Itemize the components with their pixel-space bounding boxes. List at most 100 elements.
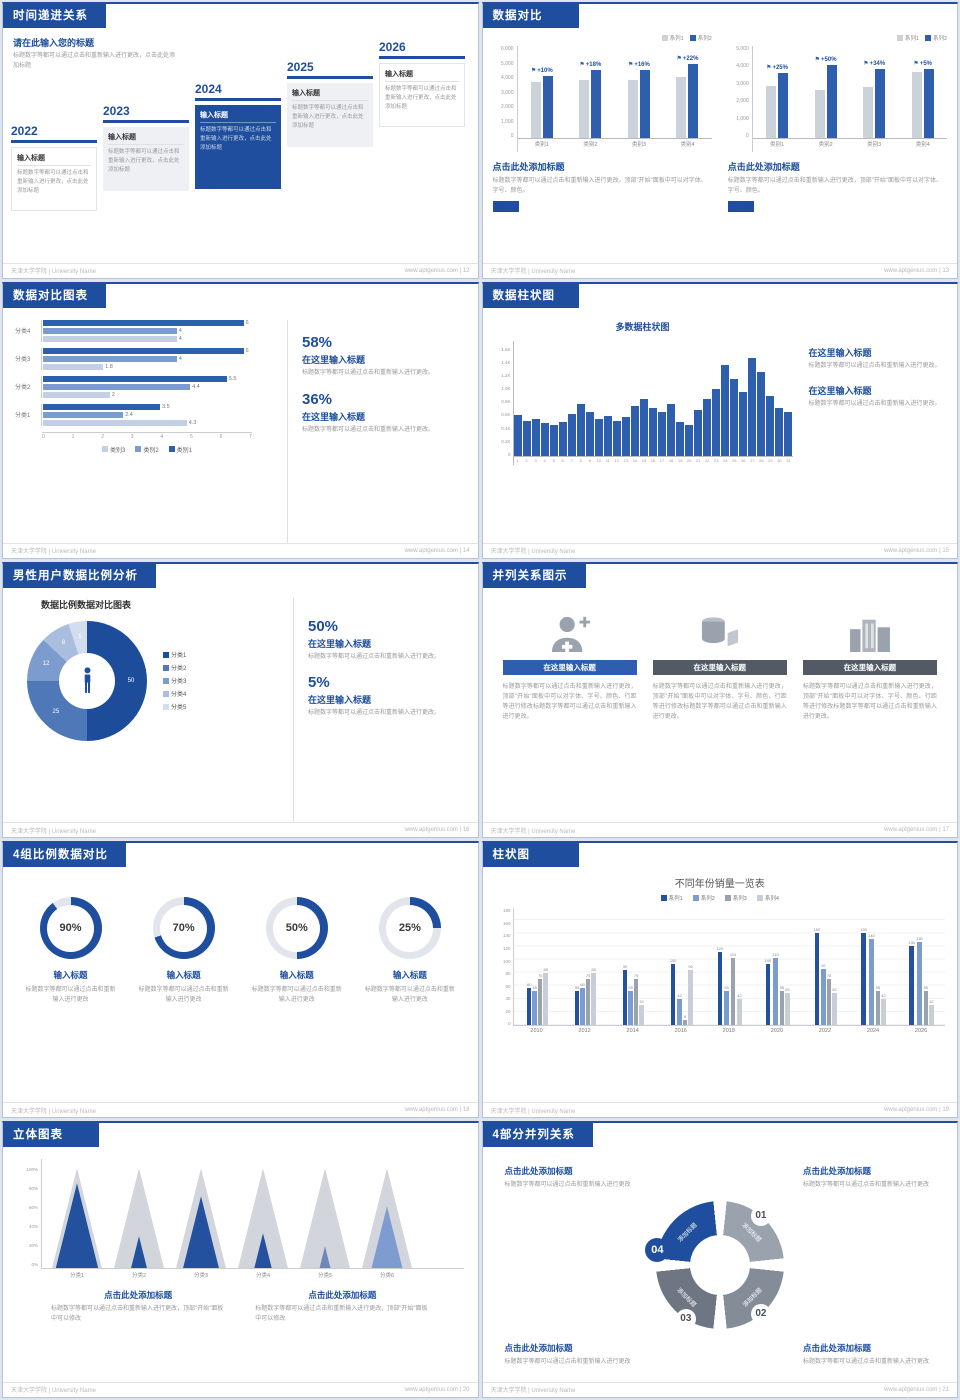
- comparison-chart-left: 系列1 系列2 6,000 5,000 4,000 3,000 2,000 1,000 0 ⚑…: [492, 34, 713, 263]
- bar-pair: [676, 64, 699, 139]
- ring-stat: 25% 输入标题 标题数字等都可以通过点击和重新输入进行更改: [358, 897, 461, 1102]
- legend-label: 分类5: [171, 705, 187, 712]
- bar-column: 24: [721, 364, 730, 465]
- y-tick-label: 0: [745, 132, 749, 139]
- slide-16[interactable]: 男性用户数据比例分析 数据比例数据对比图表: [2, 561, 479, 839]
- bar: [630, 405, 639, 457]
- bar-value-label: 4: [178, 335, 182, 342]
- cone: [362, 1168, 412, 1269]
- slide-21[interactable]: 4部分并列关系 添加标题 添加标题 添加标题 添加标题 01 02 03 04 点击此处添加标…: [481, 1121, 958, 1398]
- bar: [622, 970, 628, 1026]
- text-block: 点击此处添加标题 标题数字等都可以通过点击和重新输入进行更改: [505, 1342, 637, 1368]
- bar-value-label: 4: [178, 327, 182, 334]
- slide-title: 4部分并列关系: [482, 1123, 593, 1148]
- slide-15[interactable]: 数据柱状图 多数据柱状图 1.6K 1.4K 1.2K 1.0K 0.8K 0.6K 0.4…: [481, 281, 958, 559]
- chart-title: 多数据柱状图: [615, 321, 670, 332]
- footer-university: 天津大学学院 | University Name: [490, 1388, 576, 1395]
- bar: [923, 991, 929, 1026]
- flag-icon: ⚑: [627, 62, 634, 68]
- x-tick-label: 分类2: [131, 1273, 147, 1280]
- legend-swatch: [163, 651, 169, 658]
- text-panel: 点击此处添加标题 标题数字等都可以通过点击和重新输入进行更改，顶部"开始"面板中…: [17, 1279, 464, 1325]
- x-tick-label: 22: [704, 457, 710, 463]
- timeline-item: 2023 输入标题 标题数字等都可以通过点击和重新输入进行更改，点击此处添加标题: [103, 104, 189, 191]
- x-tick-label: 24: [723, 457, 728, 463]
- footer-page: www.aptgenius.com | 13: [884, 267, 949, 274]
- block-desc: 标题数字等都可以通过点击和重新输入进行更改。: [308, 710, 441, 717]
- bar-column: 4: [540, 422, 549, 465]
- s19-plot: 60 55 75 85 55 60 75 85 90 55 75 32 100 42 8 90 120 55 110…: [512, 908, 945, 1027]
- timeline-box-desc: 标题数字等都可以通过点击和重新输入进行更改，点击此处添加标题: [108, 149, 180, 173]
- slide-18[interactable]: 4组比例数据对比 90% 输入标题 标题数字等都可以通过点击和重新输入进行更改 …: [2, 841, 479, 1119]
- bar: [621, 416, 630, 457]
- slide-17[interactable]: 并列关系图示 在这里输入标题 标题数字等都可以通过点击和重新输入进行更改，顶部"…: [481, 561, 958, 839]
- slide-14[interactable]: 数据对比图表 分类4 6 4 4 分类3 6 4 1.8 分类2 5.5 4.4 2 分类1 3.5 2.4…: [2, 281, 479, 559]
- slice-label: 8: [61, 640, 66, 647]
- bar-value-label: 52: [832, 987, 837, 993]
- percent-value: 36%: [302, 390, 333, 408]
- bar-column: 55: [724, 985, 729, 1026]
- legend-swatch: [660, 895, 667, 902]
- block-desc: 标题数字等都可以通过点击和重新输入进行更改，顶部"开始"面板中可以对字体、字号、…: [492, 178, 707, 194]
- x-tick-label: 27: [750, 457, 755, 463]
- text-panel: 58% 在这里输入标题 标题数字等都可以通过点击和重新输入进行更改。 36% 在…: [287, 319, 466, 543]
- bar-line: 4.3: [43, 419, 277, 426]
- legend-swatch: [924, 35, 931, 41]
- bar-value-label: 32: [929, 999, 934, 1005]
- bar-value-label: 55: [574, 985, 580, 991]
- male-person-icon: [84, 666, 90, 693]
- bar: [670, 964, 676, 1026]
- bar-value-label: 60: [580, 982, 585, 988]
- block-title: 在这里输入标题: [302, 411, 366, 422]
- bar: [532, 991, 537, 1026]
- chart-area: 50 25 12 8 5 分类1 分类2 分类3 分类4 分类5: [13, 620, 293, 741]
- bar-column: 15: [639, 398, 648, 465]
- bar-value-label: 42: [737, 993, 742, 999]
- bar-column: 90: [622, 964, 628, 1026]
- timeline-year: 2024: [195, 82, 222, 96]
- block-desc: 标题数字等都可以通过点击和重新输入进行更改。: [302, 369, 435, 376]
- slide-body: 系列1 系列2 6,000 5,000 4,000 3,000 2,000 1,000 0 ⚑…: [483, 28, 958, 263]
- x-tick-label: 18: [668, 457, 674, 463]
- bar-value-label: 90: [688, 964, 693, 970]
- timeline-box-title: 输入标题: [108, 132, 184, 145]
- s15-yaxis: 1.6K 1.4K 1.2K 1.0K 0.8K 0.6K 0.4K 0.2K 0: [493, 347, 513, 457]
- bar: [861, 933, 866, 1026]
- slide-20[interactable]: 立体图表 100% 80% 60% 40% 20% 0% 分类1 分类2 分类3 分类4 分类5 分…: [2, 1121, 479, 1398]
- y-tick-label: 0%: [31, 1262, 38, 1268]
- legend-item: 类别2: [135, 445, 159, 454]
- bar-line: 4: [43, 327, 277, 334]
- y-tick-label: 1.6K: [501, 346, 511, 352]
- x-tick-label: 15: [641, 457, 647, 463]
- bar-column: 5: [549, 424, 558, 465]
- block-title: 点击此处添加标题: [492, 162, 565, 172]
- bar-line: 2: [43, 391, 277, 398]
- cone-fill-wrap: [52, 1183, 102, 1269]
- slide-19[interactable]: 柱状图 不同年份销量一览表 系列1 系列2 系列3 系列4 180 160 140 120 1…: [481, 841, 958, 1119]
- bar-column: 6: [558, 421, 567, 465]
- slide-header: 数据柱状图: [482, 283, 958, 308]
- x-tick-label: 30: [777, 457, 782, 463]
- bar-value-label: 75: [585, 973, 591, 979]
- timeline-box: 输入标题 标题数字等都可以通过点击和重新输入进行更改，点击此处添加标题: [287, 83, 373, 147]
- slide-12[interactable]: 时间递进关系 请在此输入您的标题 标题数字等都可以通过点击和重新输入进行更改，点…: [2, 2, 479, 279]
- ring-stat: 90% 输入标题 标题数字等都可以通过点击和重新输入进行更改: [19, 897, 122, 1102]
- bar-value-label: ⚑ +22%: [677, 55, 699, 63]
- x-tick-label: 2016: [674, 1028, 687, 1035]
- bar-value-label: ⚑ +16%: [627, 61, 650, 69]
- legend-label: 系列2: [700, 896, 715, 903]
- percent-value: 50%: [308, 617, 339, 635]
- slide-13[interactable]: 数据对比 系列1 系列2 6,000 5,000 4,000 3,000 2,000 1,0…: [481, 2, 958, 279]
- s20-yaxis: 100% 80% 60% 40% 20% 0%: [17, 1167, 41, 1267]
- timeline-box-desc: 标题数字等都可以通过点击和重新输入进行更改，点击此处添加标题: [292, 105, 364, 129]
- intro-desc: 标题数字等都可以通过点击和重新输入进行更改，点击此处添加标题: [13, 53, 176, 69]
- icon-holder: [503, 604, 637, 652]
- x-tick-label: 14: [632, 457, 638, 463]
- bar-value-label: ⚑ +50%: [815, 56, 837, 64]
- bar: [717, 952, 723, 1026]
- bar-line: 2.4: [43, 411, 277, 418]
- bar-group: 150 92 75 52: [801, 927, 849, 1026]
- chart-area: 6,000 5,000 4,000 3,000 2,000 1,000 0 ⚑ +10% 类别1…: [493, 46, 713, 152]
- bar: [43, 383, 191, 390]
